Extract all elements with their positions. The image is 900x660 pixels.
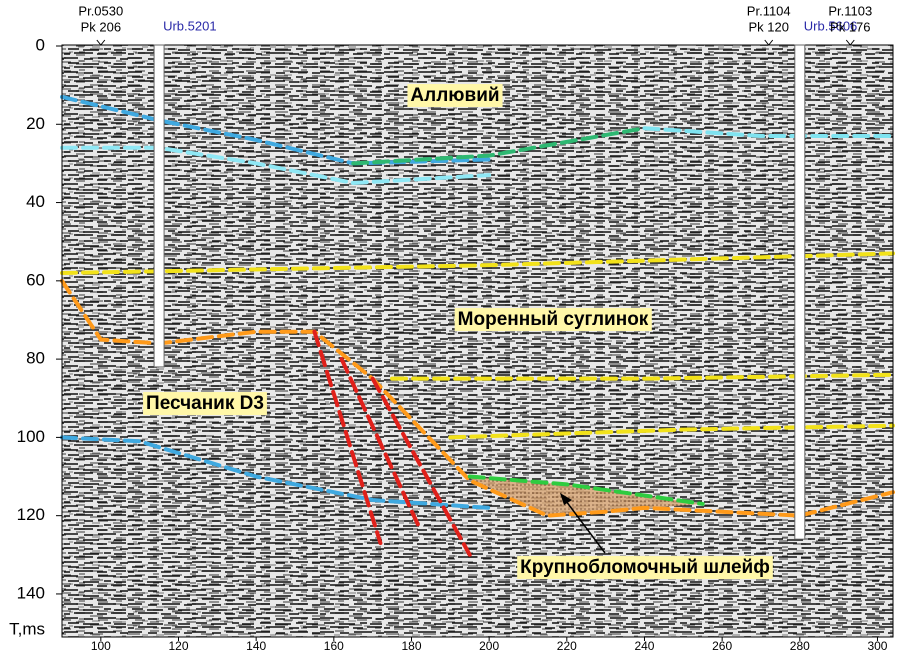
- x-tick-label: 100: [91, 639, 111, 653]
- arrow-line: [562, 496, 606, 554]
- x-tick-label: 300: [867, 639, 887, 653]
- y-tick-label: 0: [36, 35, 45, 54]
- horizon-line: [448, 423, 895, 440]
- y-tick-label: 60: [26, 270, 45, 289]
- y-tick-label: 140: [17, 583, 45, 602]
- annotation-bg: [517, 556, 773, 580]
- x-tick-label: 280: [790, 639, 810, 653]
- horizon-line: [60, 278, 895, 518]
- well-label: Urb.5201: [163, 18, 216, 33]
- horizon-line: [60, 251, 895, 276]
- well: [153, 44, 165, 368]
- annotation: Моренный суглинок: [458, 309, 649, 330]
- horizon-line: [467, 474, 705, 506]
- station-label: Pk 176: [830, 19, 870, 34]
- seismic-texture: [62, 45, 893, 637]
- x-tick-label: 140: [246, 639, 266, 653]
- station-label: Pr.1103: [828, 3, 872, 18]
- well-label: Urb.5606: [804, 18, 857, 33]
- annotation: Крупнобломочный шлейф: [520, 557, 770, 578]
- horizon-line: [390, 372, 895, 381]
- horizon-line: [642, 126, 895, 139]
- x-tick-label: 160: [324, 639, 344, 653]
- plot-frame: [61, 44, 894, 638]
- horizon-line: [60, 435, 492, 510]
- y-tick-label: 40: [26, 192, 45, 211]
- x-tick-label: 260: [712, 639, 732, 653]
- station-marker: [96, 39, 106, 46]
- station-label: Pr.0530: [78, 3, 123, 18]
- station-label: Pk 206: [81, 19, 121, 34]
- horizon-line: [60, 145, 492, 185]
- x-tick-label: 120: [168, 639, 188, 653]
- annotation: Аллювий: [410, 85, 499, 106]
- horizon-line: [370, 376, 472, 557]
- y-tick-label: 120: [17, 505, 45, 524]
- station-marker: [845, 39, 855, 46]
- annotation: Песчаник D3: [146, 393, 264, 414]
- y-tick-label: 20: [26, 114, 45, 133]
- x-tick-label: 240: [634, 639, 654, 653]
- y-tick-label: 80: [26, 349, 45, 368]
- horizon-line: [312, 329, 383, 546]
- arrow-head: [560, 493, 572, 505]
- well: [794, 44, 806, 540]
- y-axis-label: T,ms: [9, 619, 45, 638]
- x-tick-label: 220: [557, 639, 577, 653]
- annotation-bg: [407, 84, 503, 108]
- x-tick-label: 180: [401, 639, 421, 653]
- station-label: Pk 120: [748, 19, 788, 34]
- station-label: Pr.1104: [747, 3, 791, 18]
- station-marker: [764, 39, 774, 46]
- annotation-bg: [143, 392, 267, 416]
- y-tick-label: 100: [17, 427, 45, 446]
- horizon-line: [351, 126, 647, 166]
- annotation-bg: [454, 308, 652, 332]
- x-tick-label: 200: [479, 639, 499, 653]
- debris-fan: [465, 476, 703, 516]
- horizon-line: [339, 357, 422, 530]
